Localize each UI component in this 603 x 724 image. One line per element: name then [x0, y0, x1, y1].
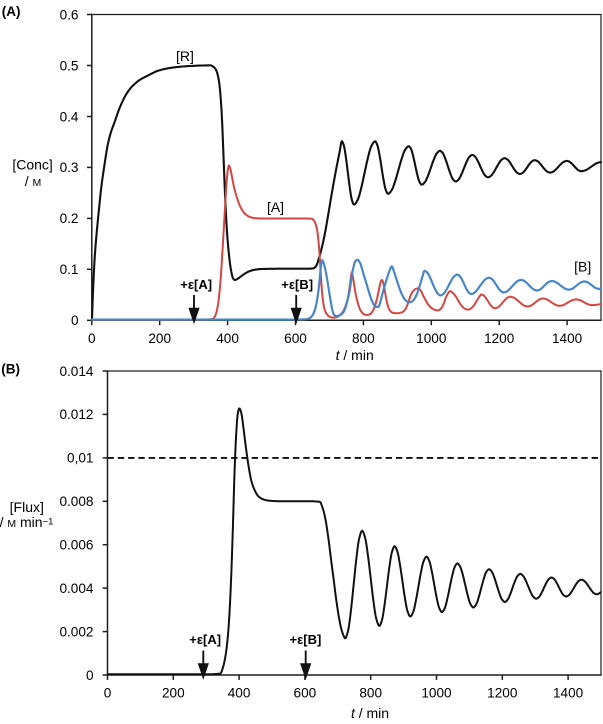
svg-text:600: 600	[294, 686, 317, 701]
svg-text:[Flux]: [Flux]	[10, 499, 44, 515]
svg-text:1400: 1400	[552, 331, 583, 346]
svg-text:0.002: 0.002	[59, 624, 93, 639]
svg-text:(A): (A)	[2, 4, 21, 19]
svg-text:0: 0	[104, 686, 112, 701]
svg-text:[A]: [A]	[267, 199, 284, 215]
svg-text:0.2: 0.2	[60, 211, 79, 226]
svg-text:1200: 1200	[487, 686, 518, 701]
svg-text:1200: 1200	[484, 331, 515, 346]
svg-text:+ε[B]: +ε[B]	[281, 277, 313, 292]
svg-text:0: 0	[88, 331, 96, 346]
svg-text:0.012: 0.012	[59, 407, 93, 422]
svg-text:0.3: 0.3	[60, 160, 79, 175]
svg-text:0.6: 0.6	[60, 7, 79, 22]
svg-text:0.006: 0.006	[59, 538, 93, 553]
svg-text:0.008: 0.008	[59, 494, 93, 509]
svg-text:t / min: t / min	[351, 705, 389, 721]
svg-text:[Conc]: [Conc]	[12, 157, 52, 173]
svg-text:200: 200	[148, 331, 171, 346]
svg-text:/ M: / M	[25, 173, 42, 189]
svg-text:400: 400	[216, 331, 239, 346]
svg-text:800: 800	[352, 331, 375, 346]
svg-text:+ε[B]: +ε[B]	[289, 632, 321, 647]
svg-text:200: 200	[162, 686, 185, 701]
svg-text:800: 800	[359, 686, 382, 701]
svg-text:0,01: 0,01	[67, 451, 93, 466]
svg-text:600: 600	[284, 331, 307, 346]
svg-text:[R]: [R]	[176, 48, 194, 64]
svg-text:+ε[A]: +ε[A]	[180, 277, 212, 292]
svg-text:0.5: 0.5	[60, 58, 79, 73]
svg-text:/ M min−1: / M min−1	[0, 514, 53, 530]
svg-text:[B]: [B]	[574, 259, 591, 275]
svg-text:0.1: 0.1	[60, 262, 79, 277]
svg-text:0: 0	[71, 313, 79, 328]
svg-text:0.004: 0.004	[59, 581, 93, 596]
svg-text:0.014: 0.014	[59, 364, 93, 379]
svg-text:t / min: t / min	[336, 347, 374, 363]
svg-text:1000: 1000	[416, 331, 447, 346]
svg-text:400: 400	[228, 686, 251, 701]
svg-text:1400: 1400	[553, 686, 584, 701]
svg-text:0: 0	[86, 668, 94, 683]
svg-text:(B): (B)	[1, 362, 20, 377]
svg-text:1000: 1000	[421, 686, 452, 701]
svg-text:0.4: 0.4	[60, 109, 79, 124]
svg-text:+ε[A]: +ε[A]	[189, 632, 221, 647]
